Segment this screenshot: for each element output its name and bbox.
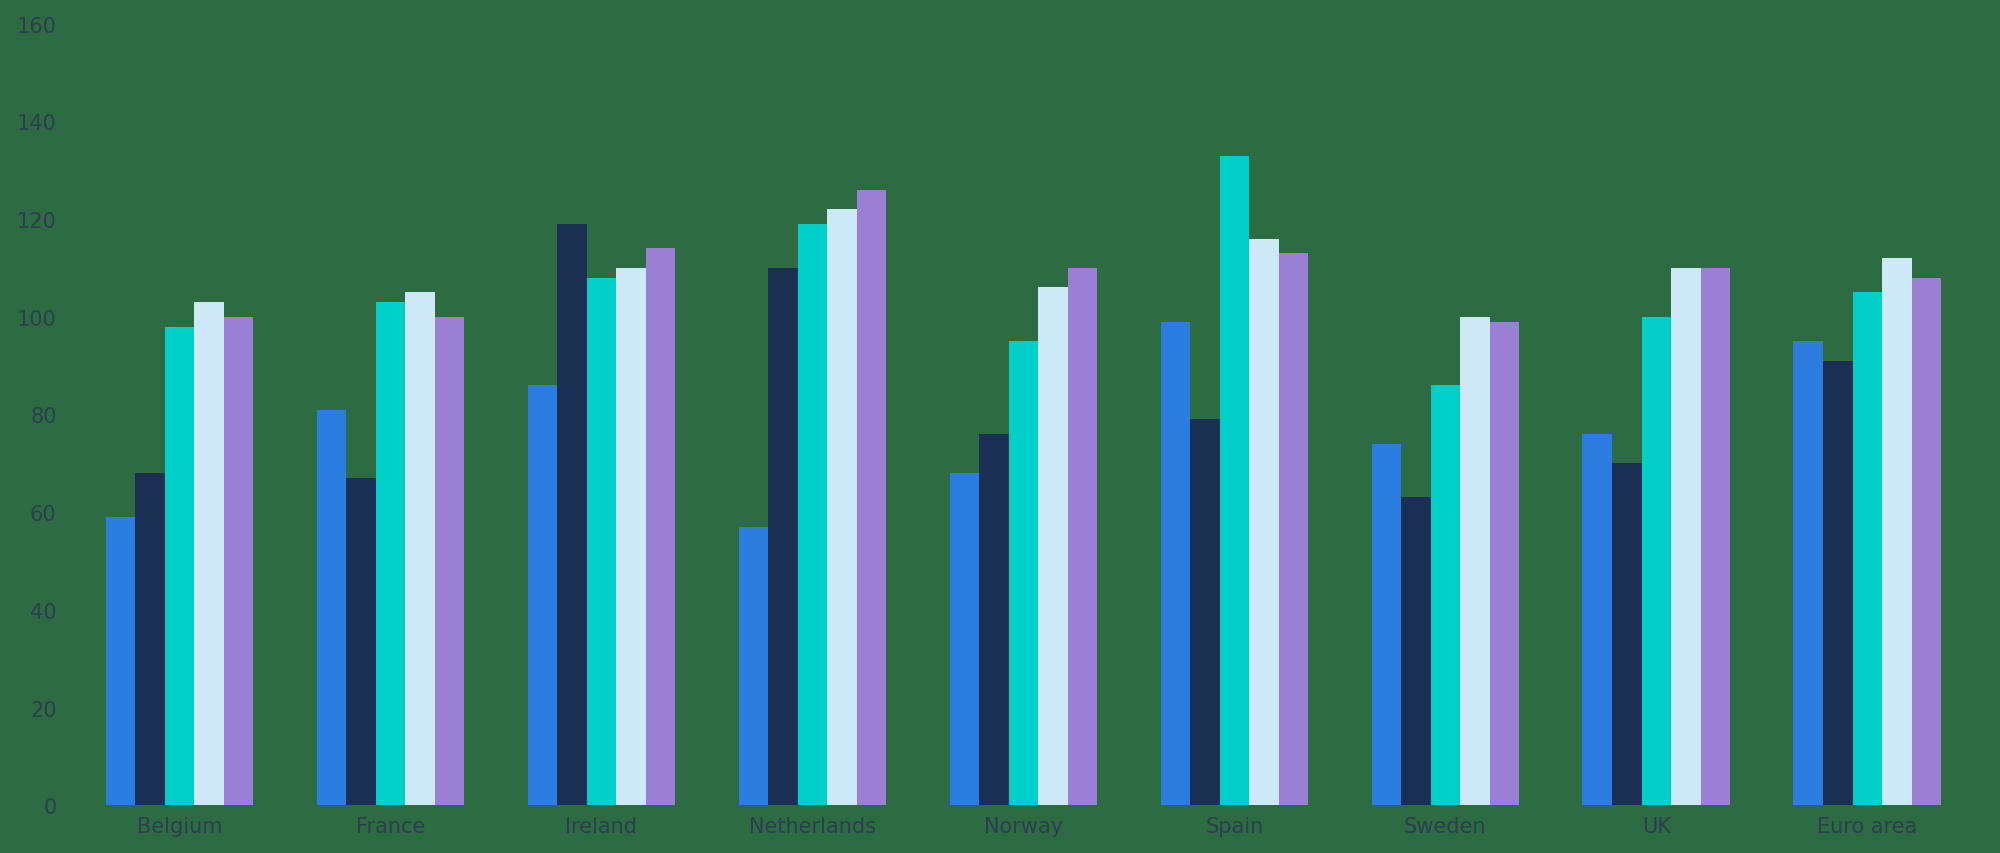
Bar bbox=[1372, 444, 1402, 805]
Bar bbox=[1430, 386, 1460, 805]
Bar bbox=[1822, 362, 1852, 805]
Bar bbox=[646, 249, 676, 805]
Bar bbox=[1642, 317, 1672, 805]
Bar bbox=[106, 518, 136, 805]
Bar bbox=[798, 224, 828, 805]
Bar bbox=[1160, 322, 1190, 805]
Bar bbox=[406, 293, 434, 805]
Bar bbox=[1672, 269, 1700, 805]
Bar bbox=[316, 410, 346, 805]
Bar bbox=[346, 479, 376, 805]
Bar bbox=[738, 527, 768, 805]
Bar bbox=[1700, 269, 1730, 805]
Bar bbox=[434, 317, 464, 805]
Bar bbox=[224, 317, 254, 805]
Bar bbox=[528, 386, 558, 805]
Bar bbox=[1402, 498, 1430, 805]
Bar bbox=[1250, 240, 1278, 805]
Bar bbox=[980, 434, 1008, 805]
Bar bbox=[1190, 420, 1220, 805]
Bar bbox=[1460, 317, 1490, 805]
Bar bbox=[1882, 258, 1912, 805]
Bar bbox=[136, 473, 164, 805]
Bar bbox=[1220, 156, 1250, 805]
Bar bbox=[616, 269, 646, 805]
Bar bbox=[1068, 269, 1098, 805]
Bar bbox=[1582, 434, 1612, 805]
Bar bbox=[164, 328, 194, 805]
Bar bbox=[856, 190, 886, 805]
Bar bbox=[194, 303, 224, 805]
Bar bbox=[1008, 342, 1038, 805]
Bar bbox=[950, 473, 980, 805]
Bar bbox=[586, 278, 616, 805]
Bar bbox=[1490, 322, 1520, 805]
Bar bbox=[376, 303, 406, 805]
Bar bbox=[1612, 464, 1642, 805]
Bar bbox=[558, 224, 586, 805]
Bar bbox=[1852, 293, 1882, 805]
Bar bbox=[828, 210, 856, 805]
Bar bbox=[1278, 254, 1308, 805]
Bar bbox=[768, 269, 798, 805]
Bar bbox=[1038, 288, 1068, 805]
Bar bbox=[1912, 278, 1942, 805]
Bar bbox=[1794, 342, 1822, 805]
